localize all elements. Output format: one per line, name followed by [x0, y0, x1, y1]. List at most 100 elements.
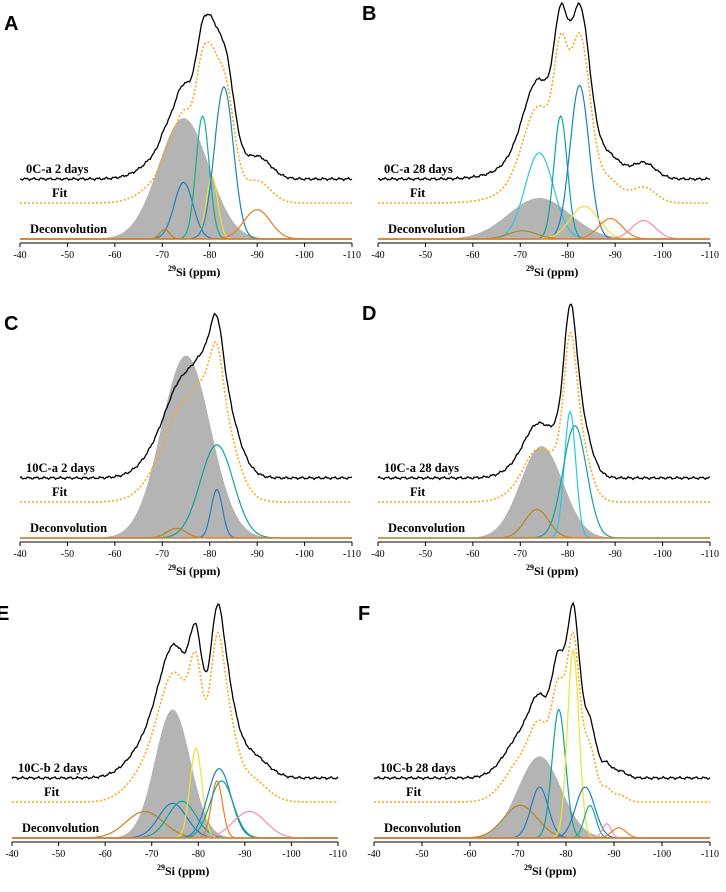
x-tick-label: -80	[561, 549, 574, 560]
fit-curve	[374, 631, 710, 803]
x-tick-label: -90	[608, 250, 621, 261]
fit-label: Fit	[52, 485, 68, 499]
x-tick-label: -100	[653, 549, 671, 560]
deconvolution-label: Deconvolution	[388, 222, 465, 236]
sample-label: 0C-a 2 days	[26, 162, 89, 176]
x-tick-label: -80	[559, 849, 572, 860]
fit-label: Fit	[52, 186, 68, 200]
panel-label: C	[4, 313, 18, 335]
x-tick-label: -50	[419, 250, 432, 261]
panel-label: B	[362, 3, 376, 25]
deconvolution-label: Deconvolution	[30, 222, 107, 236]
panel-f: -40 -50 -60 -70 -80 -90 -100 -110 29Si (ppm) F 10C…	[358, 601, 719, 878]
x-tick-label: -80	[203, 250, 216, 261]
x-tick-label: -80	[192, 849, 205, 860]
fit-label: Fit	[44, 785, 60, 799]
x-tick-label: -40	[367, 849, 380, 860]
x-tick-label: -90	[250, 250, 263, 261]
x-tick-label: -100	[295, 250, 313, 261]
x-tick-label: -70	[514, 549, 527, 560]
spectrum-curve	[11, 602, 339, 781]
panel-label: F	[358, 603, 370, 625]
sample-label: 10C-a 28 days	[384, 461, 459, 475]
x-axis-label: 29Si (ppm)	[168, 264, 220, 279]
x-tick-label: -60	[108, 549, 121, 560]
x-tick-label: -110	[343, 250, 361, 261]
x-tick-label: -100	[653, 849, 671, 860]
x-tick-label: -110	[701, 549, 719, 560]
deconvolution-peak-fill	[374, 756, 710, 838]
x-tick-label: -100	[653, 250, 671, 261]
x-tick-label: -90	[238, 849, 251, 860]
fit-label: Fit	[410, 186, 426, 200]
deconvolution-label: Deconvolution	[388, 521, 465, 535]
x-tick-label: -100	[295, 549, 313, 560]
x-tick-label: -100	[282, 849, 300, 860]
x-tick-label: -50	[61, 549, 74, 560]
deconvolution-peak-fill	[378, 446, 710, 538]
x-tick-label: -70	[145, 849, 158, 860]
panel-b: -40 -50 -60 -70 -80 -90 -100 -110 29Si (ppm) B 0C-…	[362, 1, 719, 279]
x-axis-label: 29Si (ppm)	[526, 264, 578, 279]
fit-curve	[20, 340, 352, 503]
x-tick-label: -40	[13, 250, 26, 261]
x-tick-label: -50	[61, 250, 74, 261]
panel-a: -40 -50 -60 -70 -80 -90 -100 -110 29Si (ppm) A 0C-…	[4, 13, 361, 279]
x-tick-label: -110	[343, 549, 361, 560]
x-tick-label: -40	[5, 849, 18, 860]
panel-label: D	[362, 303, 376, 325]
x-tick-label: -90	[608, 549, 621, 560]
x-axis-label: 29Si (ppm)	[526, 563, 578, 578]
x-tick-label: -110	[701, 849, 719, 860]
spectrum-curve	[19, 312, 353, 481]
x-tick-label: -90	[607, 849, 620, 860]
x-tick-label: -70	[156, 549, 169, 560]
x-tick-label: -60	[466, 549, 479, 560]
spectrum-curve	[377, 1, 710, 182]
x-axis-label: 29Si (ppm)	[157, 863, 209, 878]
deconvolution-peak-fill	[20, 118, 352, 239]
x-axis-label: 29Si (ppm)	[524, 863, 576, 878]
x-tick-label: -60	[466, 250, 479, 261]
x-tick-label: -50	[415, 849, 428, 860]
x-tick-label: -40	[371, 549, 384, 560]
deconvolution-peak-fill	[12, 709, 338, 838]
fit-label: Fit	[406, 785, 422, 799]
x-tick-label: -60	[98, 849, 111, 860]
panel-d: -40 -50 -60 -70 -80 -90 -100 -110 29Si (ppm) D 10C…	[362, 303, 719, 578]
x-tick-label: -60	[108, 250, 121, 261]
x-tick-label: -70	[511, 849, 524, 860]
panel-e: -40 -50 -60 -70 -80 -90 -100 -110 29Si (ppm) E 10C…	[0, 602, 347, 878]
panel-c: -40 -50 -60 -70 -80 -90 -100 -110 29Si (ppm) C 10C…	[4, 312, 361, 578]
x-tick-label: -50	[52, 849, 65, 860]
x-tick-label: -40	[13, 549, 26, 560]
x-tick-label: -90	[250, 549, 263, 560]
x-axis-label: 29Si (ppm)	[168, 563, 220, 578]
deconvolution-peak-fill	[20, 355, 352, 538]
spectrum-curve	[377, 303, 711, 481]
sample-label: 10C-b 2 days	[18, 761, 88, 775]
x-tick-label: -80	[561, 250, 574, 261]
sample-label: 10C-a 2 days	[26, 461, 95, 475]
spectrum-curve	[19, 13, 353, 182]
x-tick-label: -50	[419, 549, 432, 560]
x-tick-label: -110	[701, 250, 719, 261]
sample-label: 10C-b 28 days	[380, 761, 456, 775]
deconvolution-peak-fill	[378, 198, 710, 239]
deconvolution-label: Deconvolution	[22, 821, 99, 835]
fit-curve	[378, 31, 710, 204]
x-tick-label: -80	[203, 549, 216, 560]
x-tick-label: -70	[156, 250, 169, 261]
spectrum-curve	[373, 601, 711, 781]
fit-curve	[12, 631, 338, 803]
sample-label: 0C-a 28 days	[384, 162, 453, 176]
deconvolution-label: Deconvolution	[30, 521, 107, 535]
x-tick-label: -110	[329, 849, 347, 860]
panel-label: A	[4, 13, 18, 35]
x-tick-label: -70	[514, 250, 527, 261]
fit-label: Fit	[410, 485, 426, 499]
deconvolution-label: Deconvolution	[384, 821, 461, 835]
panel-label: E	[0, 603, 9, 625]
x-tick-label: -60	[463, 849, 476, 860]
